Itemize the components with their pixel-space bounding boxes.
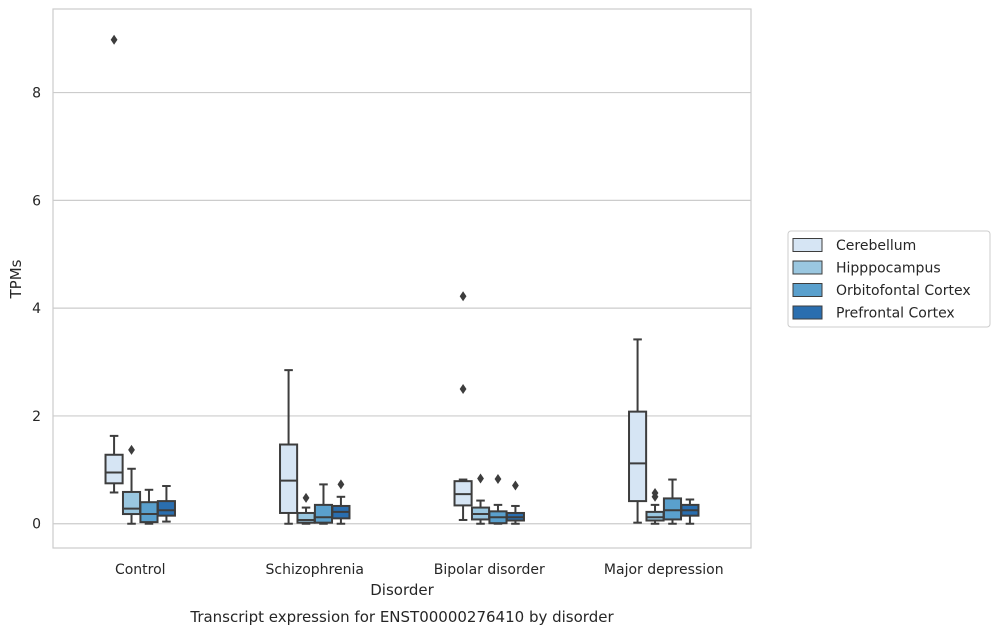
y-axis-label: TPMs [7,259,25,299]
y-tick-label: 0 [32,517,41,533]
legend: Cerebellum Hipppocampus Orbitofontal Corte… [787,230,991,328]
box-2-0 [453,291,473,521]
legend-swatch [792,238,823,252]
chart-caption: Transcript expression for ENST0000027641… [189,608,614,626]
legend-label: Hipppocampus [836,261,941,277]
box-body [279,443,299,514]
box-1-0 [279,369,299,525]
box-0-3 [156,485,176,523]
legend-swatch [792,260,823,275]
x-tick-labels: Control Schizophrenia Bipolar disorder Majo… [115,562,724,578]
legend-label: Prefrontal Cortex [836,306,955,322]
x-tick-label: Control [115,562,166,578]
outlier-point [128,444,135,455]
box-3-1 [645,488,665,525]
outlier-point [459,383,467,394]
legend-swatch [792,305,823,320]
outlier-point [302,492,310,503]
x-tick-label: Major depression [604,562,724,578]
y-tick-labels: 0 2 4 6 8 [32,86,41,533]
outlier-point [459,291,467,302]
outlier-point [337,479,345,490]
box-0-0 [104,34,124,494]
x-tick-label: Bipolar disorder [434,562,545,578]
box-body [104,453,124,485]
legend-entries: Cerebellum Hipppocampus Orbitofontal Corte… [792,238,971,322]
x-tick-label: Schizophrenia [266,562,364,578]
outlier-point [651,488,659,499]
box-body [628,410,648,503]
outlier-point [477,473,484,484]
legend-frame [787,230,991,328]
outlier-point [494,474,502,485]
box-body [296,511,316,524]
box-0-1 [121,444,142,525]
y-tick-label: 6 [32,193,41,209]
y-tick-label: 4 [32,301,41,317]
box-body [139,501,159,524]
box-2-1 [470,473,491,525]
legend-swatch [792,283,823,297]
box-3-3 [680,498,700,525]
legend-label: Cerebellum [836,238,916,254]
box-body [121,490,142,516]
y-tick-label: 8 [32,86,41,102]
x-axis-label: Disorder [370,581,434,599]
box-body [662,497,683,521]
outlier-point [512,480,519,491]
box-groups [104,34,700,525]
y-tick-label: 2 [32,409,41,425]
box-1-3 [331,479,351,525]
legend-label: Orbitofontal Cortex [836,283,971,299]
box-2-3 [505,480,525,525]
box-body [645,510,665,522]
box-3-0 [628,338,648,524]
box-body [156,500,176,517]
outlier-point [110,34,118,45]
box-body [313,503,334,524]
